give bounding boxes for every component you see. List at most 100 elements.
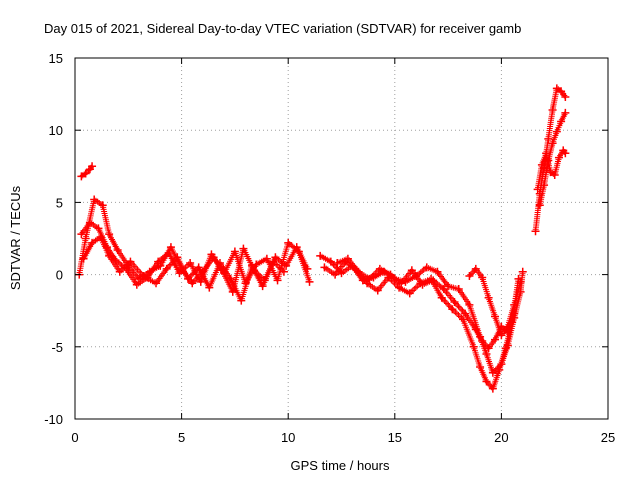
data-point [271,253,280,262]
data-point [429,276,438,285]
data-point [90,195,99,204]
data-point [557,87,566,96]
data-point [320,263,329,272]
data-point [537,160,546,169]
data-point [88,162,97,171]
data-point [154,257,163,266]
data-series-sat-d [79,233,288,305]
data-point [156,261,165,270]
data-point [81,169,90,178]
data-point [461,309,470,318]
data-point [444,282,453,291]
data-point [105,230,114,239]
data-point [497,331,506,340]
data-point [469,342,478,351]
y-axis-label: SDTVAR / TECUs [8,185,23,290]
data-point [561,92,570,101]
data-point [152,279,161,288]
data-point [478,273,487,282]
data-point [439,285,448,294]
data-point [503,322,512,331]
data-point [132,280,141,289]
x-axis-label: GPS time / hours [291,458,390,473]
data-point [331,270,340,279]
data-point [77,172,86,181]
data-point [292,243,301,252]
data-point [85,218,94,227]
data-point [333,259,342,268]
data-point [540,181,549,190]
data-point [94,224,103,233]
data-point [279,267,288,276]
x-tick-label: 15 [388,430,402,445]
data-point [139,272,148,281]
data-point [407,266,416,275]
plot-frame [74,57,609,420]
data-point [552,84,561,93]
data-point [303,264,312,273]
data-point [561,108,570,117]
data-point [548,105,557,114]
data-point [126,257,135,266]
x-tick-label: 10 [281,430,295,445]
data-point [79,254,88,263]
data-point [373,286,382,295]
chart-title: Day 015 of 2021, Sidereal Day-to-day VTE… [44,21,521,36]
data-point [343,254,352,263]
data-point [546,168,555,177]
data-point [465,272,474,281]
data-point [482,350,491,359]
data-point [491,312,500,321]
data-point [484,293,493,302]
data-point [386,270,395,279]
data-point [269,257,278,266]
data-point [194,263,203,272]
data-series-sat-k [535,108,570,210]
data-point [557,117,566,126]
data-point [96,233,105,242]
data-point [115,267,124,276]
data-point [105,251,114,260]
data-point [544,156,553,165]
data-point [488,368,497,377]
data-point [501,344,510,353]
data-point [282,261,291,270]
data-point [88,238,97,247]
x-tick-label: 20 [494,430,508,445]
data-point [397,279,406,288]
data-series-sat-h [465,264,525,340]
data-point [239,244,248,253]
data-point [273,276,282,285]
data-point [205,283,214,292]
data-point [162,264,171,273]
data-point [207,250,216,259]
data-point [186,259,195,268]
data-series-sat-j [533,146,570,194]
data-point [548,139,557,148]
data-point [305,277,314,286]
data-point [395,283,404,292]
data-point [554,153,563,162]
data-point [433,267,442,276]
data-point [354,267,363,276]
data-point [173,253,182,262]
data-point [166,243,175,252]
data-point [365,274,374,283]
y-tick-label: 15 [49,51,63,66]
data-point [188,279,197,288]
data-point [422,263,431,272]
y-tick-label: -10 [44,412,63,427]
data-point [471,264,480,273]
data-point [535,201,544,210]
x-tick-label: 25 [601,430,615,445]
data-point [552,127,561,136]
data-point [237,296,246,305]
data-series-sat-g [333,254,519,353]
data-point [164,248,173,257]
data-point [471,325,480,334]
data-point [230,247,239,256]
data-point [561,149,570,158]
data-point [98,201,107,210]
data-point [77,230,86,239]
data-point [542,149,551,158]
